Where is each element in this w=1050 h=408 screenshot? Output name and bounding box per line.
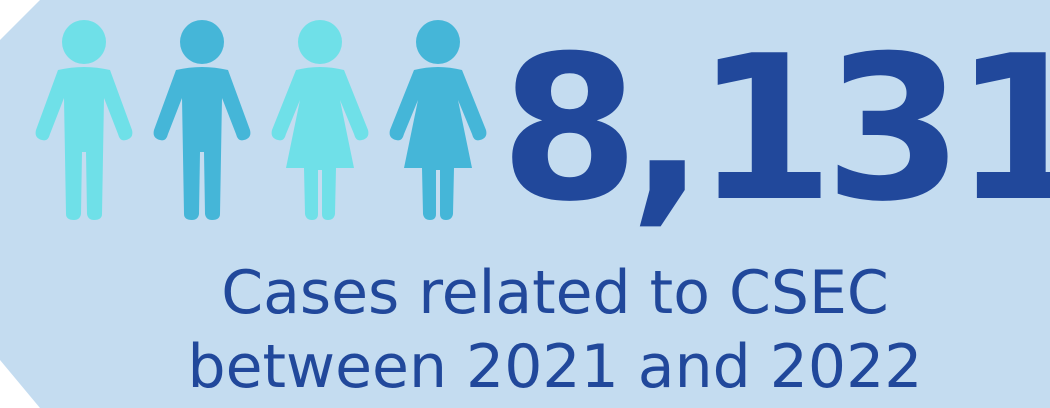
person-male-icon xyxy=(35,20,133,220)
person-female-icon xyxy=(389,20,487,220)
people-icons xyxy=(35,20,487,220)
caption-line-1: Cases related to CSEC xyxy=(221,258,889,328)
caption-line-2: between 2021 and 2022 xyxy=(187,332,923,402)
case-count: 8,131 xyxy=(500,13,1050,246)
person-female-icon xyxy=(271,20,369,220)
person-male-icon xyxy=(153,20,251,220)
